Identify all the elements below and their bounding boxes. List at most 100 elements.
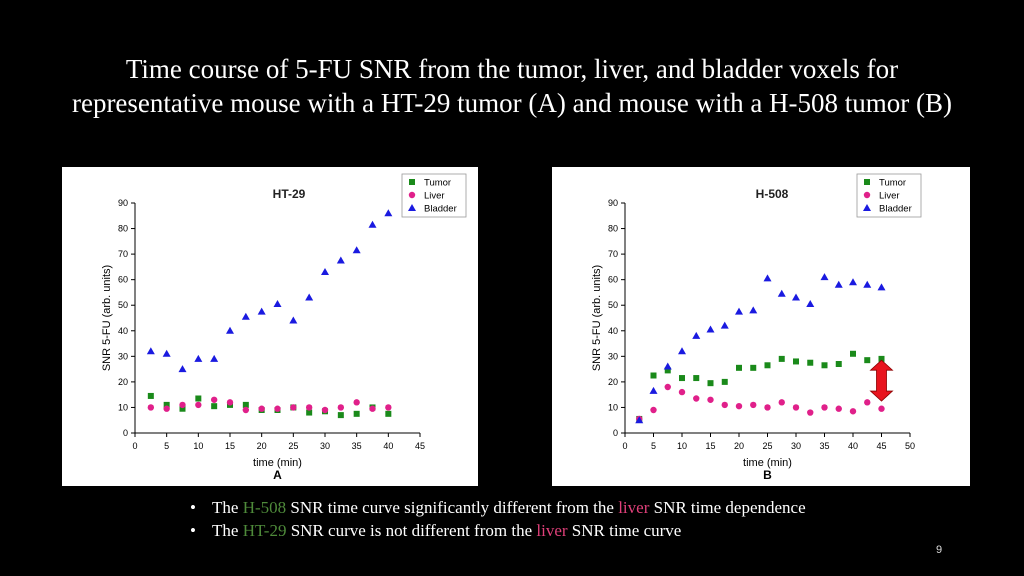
tumor-point — [807, 359, 814, 366]
bladder-point — [210, 354, 219, 362]
y-tick-label: 30 — [608, 351, 618, 361]
y-tick-label: 60 — [608, 275, 618, 285]
liver-point — [163, 405, 170, 412]
bladder-point — [178, 365, 187, 373]
bladder-point — [226, 326, 234, 334]
bladder-point — [749, 306, 758, 314]
liver-point — [821, 404, 828, 411]
tumor-point — [353, 410, 360, 417]
bladder-point — [649, 386, 658, 394]
bullet-text-pre: The — [212, 498, 239, 517]
tumor-point — [693, 375, 700, 382]
tumor-point — [147, 392, 154, 399]
y-axis-label: SNR 5-FU (arb. units) — [101, 265, 113, 371]
liver-point — [353, 399, 360, 406]
liver-point — [147, 404, 155, 411]
liver-point — [195, 401, 202, 409]
bladder-point — [257, 307, 266, 315]
tumor-point — [835, 361, 842, 367]
panel-label: B — [763, 468, 772, 482]
legend-marker-liver — [408, 191, 416, 199]
liver-point — [274, 405, 281, 412]
bladder-point — [352, 246, 361, 254]
x-tick-label: 20 — [734, 441, 744, 451]
x-tick-label: 35 — [819, 441, 829, 451]
tumor-point — [707, 380, 714, 387]
bladder-point — [384, 209, 393, 217]
tumor-point — [721, 378, 728, 385]
liver-point — [385, 404, 392, 411]
liver-point — [179, 401, 186, 409]
bladder-point — [289, 316, 298, 324]
legend-label-bladder: Bladder — [424, 204, 457, 215]
liver-point — [210, 396, 218, 403]
bladder-point — [849, 278, 857, 286]
bladder-point — [146, 347, 155, 355]
slide-title-line-1: Time course of 5-FU SNR from the tumor, … — [125, 54, 899, 84]
liver-point — [807, 409, 814, 416]
liver-point — [650, 406, 657, 414]
bullet-text-post: SNR time dependence — [653, 498, 806, 517]
legend-label-tumor: Tumor — [879, 178, 906, 189]
bladder-point — [273, 299, 282, 307]
liver-point — [337, 404, 345, 411]
liver-point — [721, 401, 728, 409]
y-tick-label: 80 — [608, 224, 618, 234]
tumor-point — [306, 409, 313, 416]
liver-point — [735, 402, 743, 410]
liver-point — [290, 404, 297, 411]
bullet-text-post: SNR time curve — [571, 521, 682, 540]
liver-point — [864, 399, 871, 406]
x-tick-label: 5 — [164, 441, 169, 451]
liver-point — [778, 399, 785, 406]
liver-point — [226, 399, 234, 406]
y-tick-label: 50 — [608, 300, 618, 310]
tumor-point — [242, 401, 249, 408]
bladder-point — [241, 312, 250, 320]
x-tick-label: 0 — [132, 441, 137, 451]
y-tick-label: 50 — [118, 300, 128, 310]
bladder-point — [877, 283, 886, 291]
legend-label-liver: Liver — [424, 191, 445, 202]
y-tick-label: 10 — [118, 402, 128, 412]
liver-point — [305, 404, 313, 411]
bladder-point — [194, 354, 203, 362]
bullet-list: • The H-508 SNR time curve significantly … — [190, 496, 806, 542]
y-tick-label: 20 — [608, 377, 618, 387]
bladder-point — [663, 362, 672, 370]
bladder-point — [735, 307, 743, 315]
liver-point — [369, 405, 376, 412]
page-number: 9 — [936, 544, 943, 556]
bladder-point — [692, 331, 701, 339]
x-tick-label: 25 — [762, 441, 772, 451]
x-tick-label: 10 — [193, 441, 203, 451]
bullet-highlight-liver: liver — [618, 498, 650, 517]
tumor-point — [650, 372, 657, 379]
x-tick-label: 15 — [705, 441, 715, 451]
x-tick-label: 40 — [848, 441, 858, 451]
x-axis-label: time (min) — [253, 457, 302, 469]
bladder-point — [806, 299, 815, 307]
bladder-point — [321, 268, 329, 275]
y-tick-label: 90 — [608, 198, 618, 208]
x-tick-label: 20 — [257, 441, 267, 451]
panel-label: A — [273, 468, 282, 482]
liver-point — [707, 396, 714, 403]
x-tick-label: 30 — [791, 441, 801, 451]
y-axis-label: SNR 5-FU (arb. units) — [591, 265, 603, 371]
bullet-highlight-tumor: HT-29 — [242, 521, 287, 540]
legend-marker-bladder — [863, 204, 871, 211]
y-tick-label: 40 — [118, 326, 128, 336]
tumor-point — [664, 367, 671, 374]
x-axis-label: time (min) — [743, 457, 792, 469]
bladder-point — [834, 280, 843, 288]
chart-title: HT-29 — [273, 187, 306, 201]
double-arrow-annotation — [869, 359, 894, 402]
y-tick-label: 30 — [118, 351, 128, 361]
liver-point — [835, 405, 842, 412]
legend-label-tumor: Tumor — [424, 178, 451, 189]
y-tick-label: 0 — [123, 428, 128, 438]
tumor-point — [878, 355, 885, 362]
tumor-point — [764, 362, 771, 369]
chart-h508: 0 5 10 15 20 25 30 35 40 45 50 0 10 20 30 40 50 60 70 80 90 t… — [591, 173, 922, 482]
